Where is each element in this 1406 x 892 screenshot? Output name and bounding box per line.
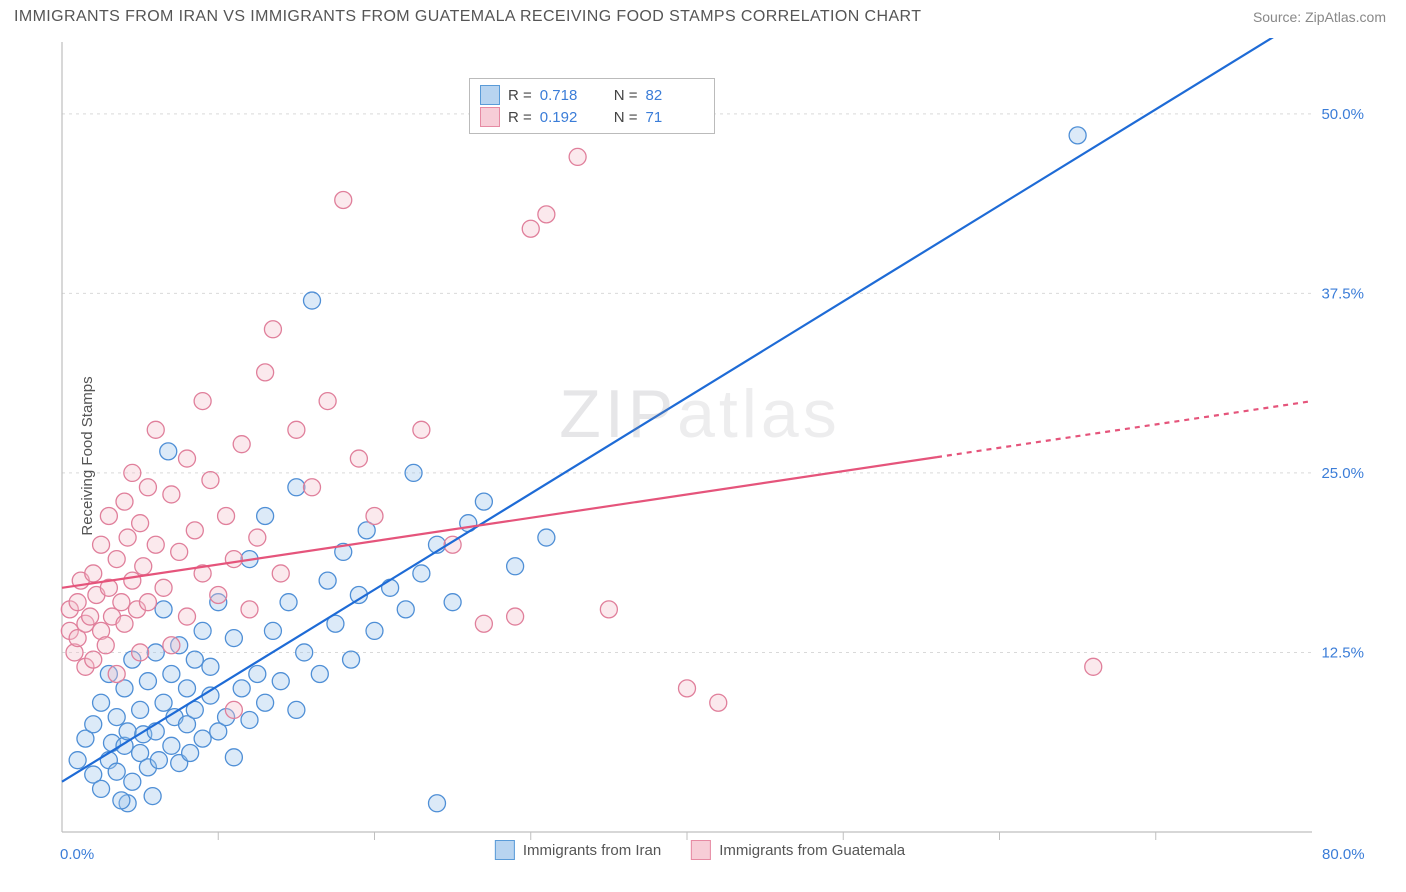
series-legend: Immigrants from Iran Immigrants from Guat… xyxy=(495,840,905,860)
r-label: R = xyxy=(508,109,532,126)
legend-row: R = 0.192 N = 71 xyxy=(480,107,702,127)
chart-title: IMMIGRANTS FROM IRAN VS IMMIGRANTS FROM … xyxy=(14,8,921,26)
r-value: 0.718 xyxy=(540,87,596,104)
x-axis-max-label: 80.0% xyxy=(1322,846,1365,863)
svg-text:37.5%: 37.5% xyxy=(1321,285,1364,302)
correlation-legend: R = 0.718 N = 82 R = 0.192 N = 71 xyxy=(469,78,715,134)
chart-area: Receiving Food Stamps 12.5% 25.0% 37.5% 50.… xyxy=(14,38,1386,874)
legend-swatch xyxy=(480,85,500,105)
legend-item: Immigrants from Iran xyxy=(495,840,661,860)
x-axis-min-label: 0.0% xyxy=(60,846,94,863)
legend-swatch xyxy=(480,107,500,127)
legend-label: Immigrants from Iran xyxy=(523,842,661,859)
scatter-plot-svg: 12.5% 25.0% 37.5% 50.0% xyxy=(14,38,1386,872)
n-label: N = xyxy=(614,109,638,126)
legend-label: Immigrants from Guatemala xyxy=(719,842,905,859)
n-value: 71 xyxy=(646,109,702,126)
svg-text:25.0%: 25.0% xyxy=(1321,465,1364,482)
n-value: 82 xyxy=(646,87,702,104)
r-label: R = xyxy=(508,87,532,104)
r-value: 0.192 xyxy=(540,109,596,126)
y-axis-label: Receiving Food Stamps xyxy=(79,376,96,535)
source-attribution: Source: ZipAtlas.com xyxy=(1253,9,1386,25)
svg-text:50.0%: 50.0% xyxy=(1321,106,1364,123)
legend-row: R = 0.718 N = 82 xyxy=(480,85,702,105)
legend-swatch xyxy=(495,840,515,860)
legend-item: Immigrants from Guatemala xyxy=(691,840,905,860)
svg-text:12.5%: 12.5% xyxy=(1321,644,1364,661)
n-label: N = xyxy=(614,87,638,104)
legend-swatch xyxy=(691,840,711,860)
